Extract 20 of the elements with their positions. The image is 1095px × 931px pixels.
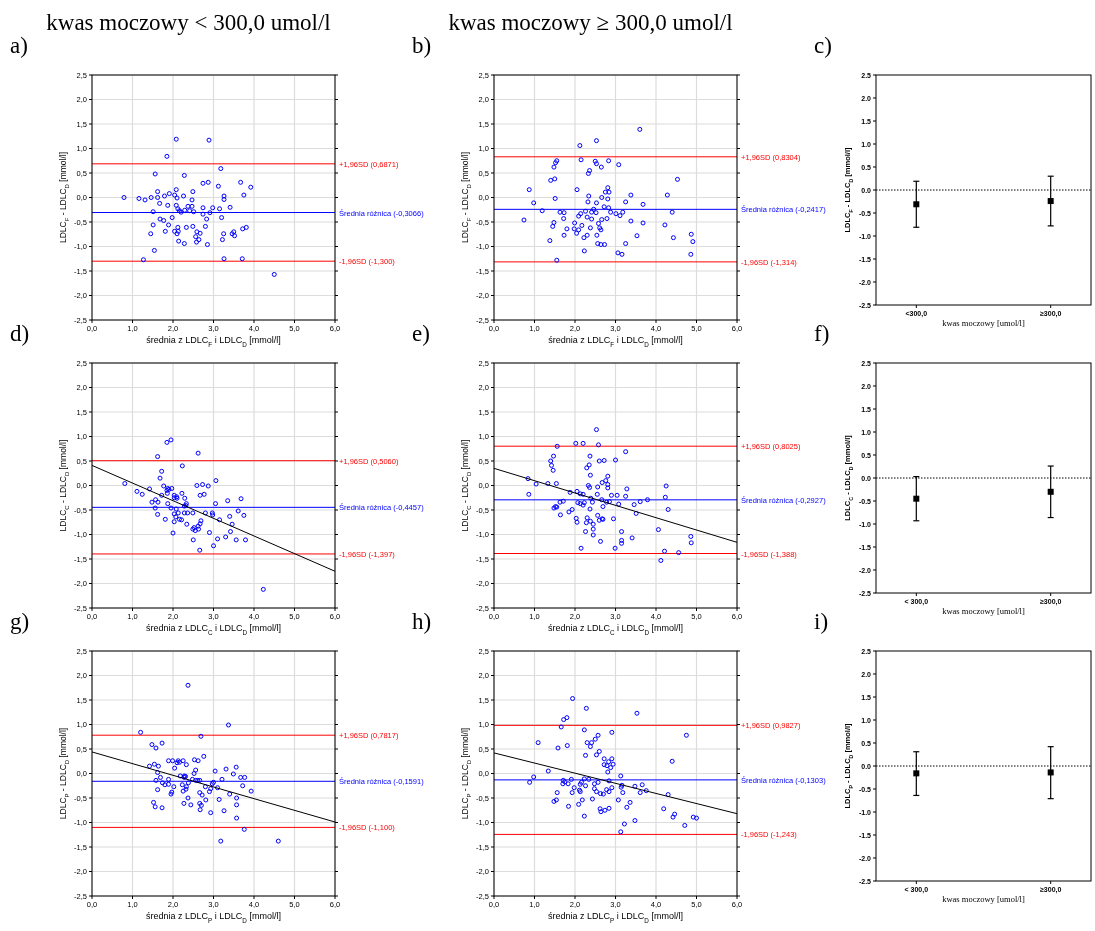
text: c) bbox=[814, 33, 832, 58]
chart-title: kwas moczowy ≥ 300,0 umol/l bbox=[448, 10, 733, 35]
x-axis-title: kwas moczowy [umol/l] bbox=[942, 318, 1025, 328]
text: g) bbox=[10, 609, 30, 634]
text: b) bbox=[412, 33, 432, 58]
x-axis-title: kwas moczowy [umol/l] bbox=[942, 894, 1025, 904]
text: a) bbox=[10, 33, 28, 58]
x-axis-title: średnia z LDLC$_{F}$ i LDLC$_{D}$ [mmol/l] bbox=[548, 335, 683, 348]
x-axis-title: średnia z LDLC$_{P}$ i LDLC$_{D}$ [mmol/l] bbox=[146, 911, 281, 924]
x-axis-title: średnia z LDLC$_{P}$ i LDLC$_{D}$ [mmol/l] bbox=[548, 911, 683, 924]
text: f) bbox=[814, 321, 830, 346]
chart-title: kwas moczowy < 300,0 umol/l bbox=[46, 10, 331, 35]
x-axis-title: średnia z LDLC$_{C}$ i LDLC$_{D}$ [mmol/l] bbox=[547, 623, 684, 636]
x-axis-title: kwas moczowy [umol/l] bbox=[942, 606, 1025, 616]
text: h) bbox=[412, 609, 432, 634]
x-axis-title: średnia z LDLC$_{F}$ i LDLC$_{D}$ [mmol/l] bbox=[146, 335, 281, 348]
x-axis-title: średnia z LDLC$_{C}$ i LDLC$_{D}$ [mmol/l] bbox=[145, 623, 282, 636]
text: i) bbox=[814, 609, 829, 634]
text: d) bbox=[10, 321, 30, 346]
text: e) bbox=[412, 321, 430, 346]
